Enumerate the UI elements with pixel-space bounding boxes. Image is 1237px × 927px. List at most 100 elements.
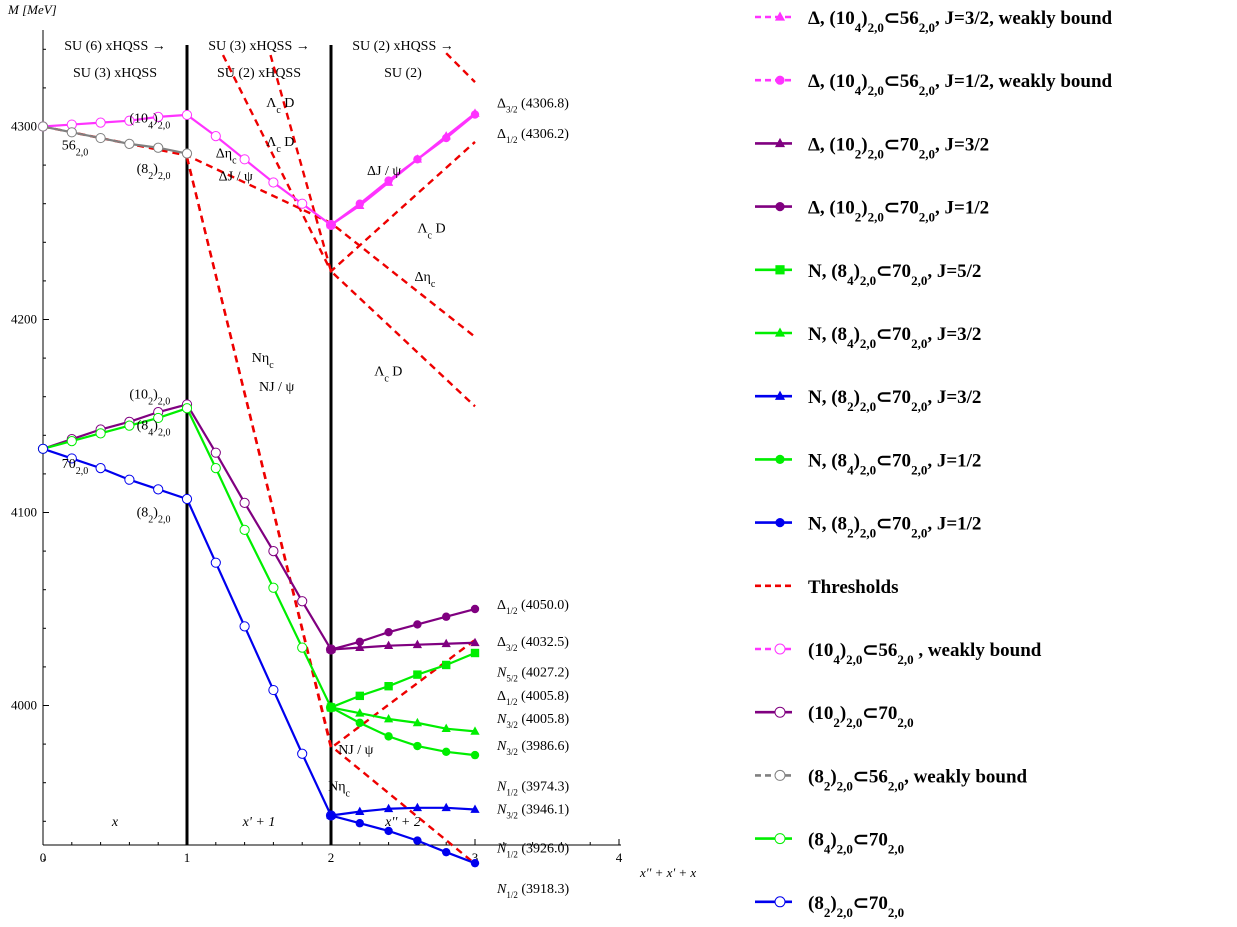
data-point (442, 612, 451, 621)
series (326, 648, 480, 712)
data-point (239, 154, 250, 165)
data-point (470, 804, 480, 813)
legend-entry: N, (84)2,0⊂702,0, J=1/2 (755, 450, 981, 477)
data-point (95, 117, 106, 128)
end-label: N3/2 (3986.6) (496, 739, 570, 757)
data-point (268, 546, 279, 557)
data-point (774, 327, 786, 337)
data-point (153, 412, 164, 424)
x-tick-label: 1 (184, 850, 191, 865)
data-point (413, 836, 422, 845)
data-point (153, 484, 164, 495)
stage-header-line2: SU (2) (384, 66, 422, 81)
data-point (355, 708, 365, 717)
data-point (470, 858, 480, 868)
end-label: N1/2 (3926.0) (496, 841, 570, 859)
series-line (330, 806, 476, 817)
legend-entry: (102)2,0⊂702,0 (755, 703, 914, 730)
data-point (441, 802, 451, 812)
data-point (384, 627, 393, 637)
data-point (775, 265, 785, 275)
data-point (442, 747, 451, 757)
data-point (470, 604, 480, 614)
data-point (774, 896, 786, 908)
data-point (774, 706, 786, 718)
data-point (774, 769, 786, 781)
stage-label: x (111, 815, 119, 830)
data-point (124, 474, 135, 485)
series-line (330, 641, 476, 651)
annotation: (102)2,0 (129, 388, 170, 408)
data-point (775, 454, 785, 464)
annotation: (104)2,0 (129, 112, 170, 132)
data-point (383, 803, 394, 813)
data-point (297, 596, 308, 607)
legend-label: (102)2,0⊂702,0 (808, 703, 914, 730)
data-point (355, 199, 364, 208)
data-point (268, 177, 279, 188)
annotation: ΔJ / ψ (367, 164, 401, 179)
data-point (383, 640, 394, 650)
legend-label: Δ, (104)2,0⊂562,0, J=3/2, weakly bound (808, 8, 1113, 35)
threshold-line (42, 125, 476, 338)
annotation: Nηc (328, 779, 350, 799)
legend-label: (82)2,0⊂562,0, weakly bound (808, 766, 1028, 793)
legend-label: Δ, (104)2,0⊂562,0, J=1/2, weakly bound (808, 71, 1113, 98)
stage-header-line2: SU (2) xHQSS (217, 66, 301, 81)
data-point (181, 109, 193, 121)
end-label: N1/2 (3974.3) (496, 780, 570, 798)
legend-entry: N, (82)2,0⊂702,0, J=1/2 (755, 514, 981, 540)
series (326, 811, 480, 868)
data-point (442, 660, 451, 670)
x-tick-label: 2 (328, 850, 335, 865)
data-point (124, 138, 135, 149)
data-point (413, 670, 422, 679)
annotation: (84)2,0 (137, 419, 171, 439)
data-point (355, 819, 364, 828)
legend-label: Δ, (102)2,0⊂702,0, J=1/2 (808, 198, 989, 225)
annotation: Λc D (374, 364, 402, 384)
stage-header-line2: SU (3) xHQSS (73, 66, 157, 81)
data-point (384, 732, 393, 741)
data-point (153, 142, 164, 153)
data-point (470, 110, 480, 119)
threshold-line (185, 157, 476, 865)
series (326, 703, 480, 760)
end-label: Δ3/2 (4032.5) (497, 635, 569, 653)
y-tick-label: 4100 (11, 505, 37, 520)
data-point (210, 557, 221, 568)
series (326, 110, 480, 230)
data-point (268, 684, 279, 696)
legend-label: (84)2,0⊂702,0 (808, 830, 904, 857)
data-point (775, 75, 785, 85)
data-point (412, 802, 423, 812)
series (37, 121, 193, 159)
data-point (239, 621, 250, 632)
data-point (413, 741, 422, 751)
data-point (95, 132, 106, 144)
legend-label: (104)2,0⊂562,0 , weakly bound (808, 640, 1042, 667)
legend-entry: N, (84)2,0⊂702,0, J=5/2 (755, 261, 981, 287)
series-line (330, 651, 476, 709)
series-line (330, 706, 476, 757)
data-point (412, 639, 423, 649)
annotation: Λc D (266, 135, 294, 155)
data-point (775, 518, 785, 528)
data-point (210, 463, 221, 474)
data-point (441, 723, 451, 733)
threshold-line (445, 52, 476, 83)
end-label: N3/2 (3946.1) (496, 803, 570, 821)
annotation: ΔJ / ψ (219, 170, 253, 185)
series-line (330, 814, 476, 865)
stage-header-line1: SU (3) xHQSS → (208, 39, 310, 54)
data-point (470, 648, 480, 658)
data-point (355, 806, 365, 816)
data-point (355, 718, 364, 728)
data-point (384, 682, 393, 691)
data-point (470, 637, 480, 647)
end-label: Δ3/2 (4306.8) (497, 96, 569, 114)
data-point (95, 463, 106, 474)
legend-entry: (82)2,0⊂562,0, weakly bound (755, 766, 1028, 793)
data-point (774, 137, 786, 148)
end-label: Δ1/2 (4050.0) (497, 598, 569, 616)
